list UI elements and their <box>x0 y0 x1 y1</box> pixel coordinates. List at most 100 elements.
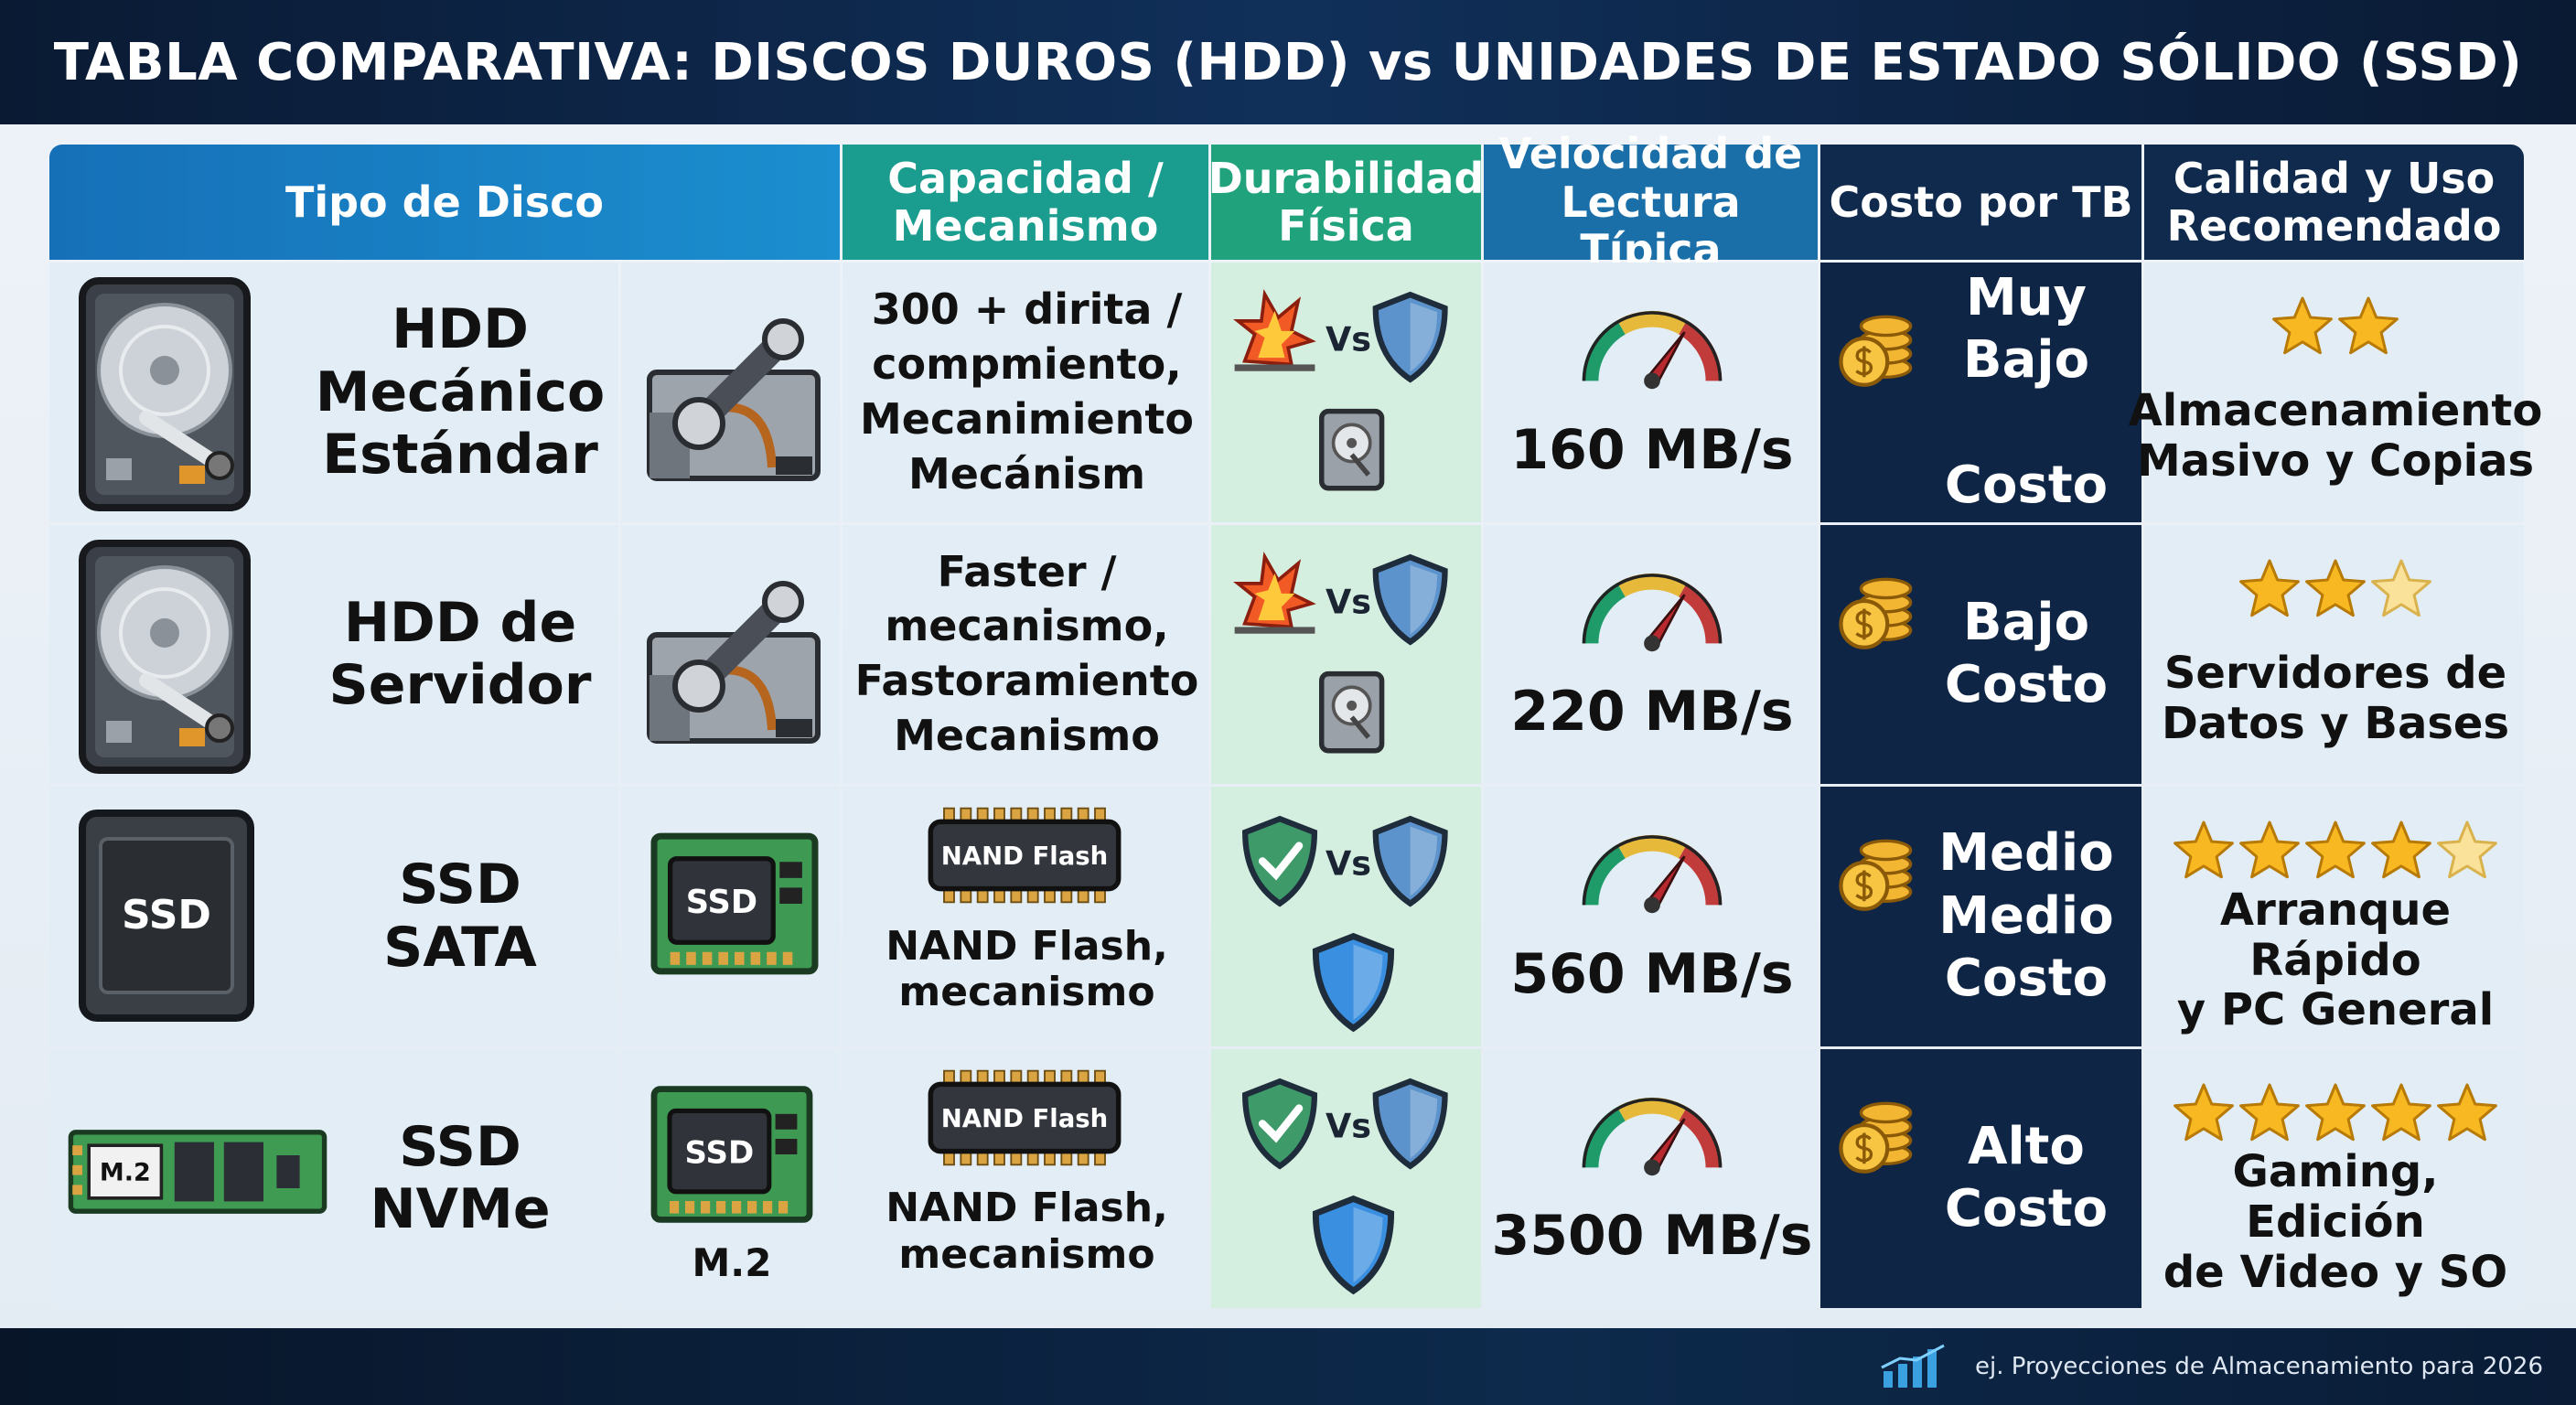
cost: Muy Bajo Costo <box>1912 263 2141 522</box>
icon-part <box>670 1200 680 1214</box>
icon-part <box>1234 364 1315 371</box>
cost-text: Alto Costo <box>1944 1116 2109 1239</box>
table-cell <box>1820 263 2141 522</box>
vs-label: Vs <box>1326 319 1371 359</box>
icon-part <box>732 1200 742 1214</box>
table-cell <box>1820 787 2141 1046</box>
use-text: Arranque Rápido y PC General <box>2176 884 2495 1036</box>
icon-part <box>1644 896 1660 914</box>
chip-label: NAND Flash <box>941 842 1108 871</box>
footer-note: ej. Proyecciones de Almacenamiento para … <box>1974 1353 2543 1380</box>
disk-name-label: HDD Mecánico Estándar <box>315 297 606 487</box>
table-cell <box>843 524 1208 784</box>
icon-part <box>1242 1078 1318 1169</box>
icon-part <box>1582 1106 1626 1168</box>
icon-part <box>1312 932 1395 1033</box>
icon-part <box>1582 311 1723 381</box>
use-text: Almacenamiento Masivo y Copias <box>2128 385 2543 487</box>
module-label: SSD <box>685 1134 755 1171</box>
coins-icon <box>1839 577 1913 649</box>
icon-part <box>716 1200 726 1214</box>
icon-part <box>778 1200 789 1214</box>
disk-name-label: HDD de Servidor <box>328 590 592 718</box>
speed-value: 220 MB/s <box>1510 680 1794 745</box>
cost: Bajo Costo <box>1912 525 2141 785</box>
ssd-module-icon: SSD <box>650 1085 813 1223</box>
star <box>2174 820 2234 879</box>
star <box>2305 1083 2366 1141</box>
star <box>2272 296 2333 355</box>
header-label: Durabilidad Física <box>1208 153 1485 251</box>
speed-gauge <box>1582 1097 1723 1175</box>
nand-chip-icon: NAND Flash <box>928 1069 1122 1165</box>
icon-part <box>150 617 179 648</box>
footer: ej. Proyecciones de Almacenamiento para … <box>1880 1328 2543 1405</box>
star <box>2305 820 2366 879</box>
header-label: Costo por TB <box>1829 177 2133 227</box>
durability-icon: Vs <box>1233 288 1448 491</box>
icon-part <box>1616 573 1688 597</box>
page-title: TABLA COMPARATIVA: DISCOS DUROS (HDD) vs… <box>53 32 2523 92</box>
icon-part <box>1254 573 1295 620</box>
table-cell <box>1484 787 1818 1046</box>
icon-part <box>1410 826 1438 896</box>
icon-part <box>87 1142 164 1200</box>
icon-part <box>1372 291 1448 383</box>
rating-stars <box>2239 559 2431 617</box>
speed-gauge <box>1582 834 1723 914</box>
icon-part <box>1855 346 1873 378</box>
table-cell <box>2144 263 2524 522</box>
icon-part <box>1582 835 1723 906</box>
icon-part <box>1258 842 1304 881</box>
m2-icon: M.2 <box>68 1129 327 1214</box>
icon-part <box>672 659 725 713</box>
coins-icon <box>1839 315 1913 387</box>
icon-part <box>1372 815 1448 907</box>
icon-line <box>1881 1344 1945 1369</box>
speed-value: 3500 MB/s <box>1491 1204 1813 1269</box>
icon-part <box>1234 626 1315 634</box>
icon-part <box>1859 839 1913 862</box>
header-cell: Capacidad / Mecanismo <box>843 145 1208 260</box>
rating-stars <box>2174 1083 2497 1141</box>
vs-label: Vs <box>1326 582 1371 621</box>
icon-part <box>1353 1207 1383 1282</box>
icon-part <box>205 713 234 743</box>
capacity: NAND Flash, mecanismo <box>843 1173 1211 1292</box>
rating-stars <box>2174 820 2497 879</box>
star <box>2371 1083 2431 1141</box>
speed-value: 160 MB/s <box>1510 417 1794 482</box>
icon-part <box>1347 437 1358 448</box>
nand-chip-icon: NAND Flash <box>928 807 1122 904</box>
star <box>2239 559 2300 617</box>
icon-part <box>1855 1132 1873 1164</box>
icon-part <box>1678 320 1723 381</box>
disk-label: M.2 <box>100 1158 151 1186</box>
speed: 560 MB/s <box>1484 924 1820 1024</box>
icon-part <box>1582 320 1626 381</box>
icon-part <box>1372 553 1448 645</box>
icon-part <box>174 1142 214 1201</box>
icon-part <box>205 451 234 480</box>
table-cell <box>1484 263 1818 522</box>
capacity: 300 + dirita / compmiento, Mecanimiento … <box>843 263 1211 522</box>
cost: Medio Medio Costo <box>1912 787 2141 1046</box>
use: Arranque Rápido y PC General <box>2144 884 2527 1036</box>
capacity-text: 300 + dirita / compmiento, Mecanimiento … <box>859 284 1195 499</box>
icon-part <box>1242 815 1318 907</box>
capacity: Faster / mecanismo, Fastoramiento Mecani… <box>843 525 1211 785</box>
disk-name: SSD SATA <box>302 787 618 1046</box>
icon-part <box>1410 564 1438 634</box>
speed: 3500 MB/s <box>1484 1186 1820 1287</box>
icon-part <box>1372 1078 1448 1169</box>
icon-part <box>670 951 681 965</box>
icon-part <box>1644 1158 1660 1175</box>
icon-part <box>1678 1106 1723 1168</box>
use-text: Gaming, Edición de Video y SO <box>2163 1146 2508 1298</box>
icon-part <box>1582 582 1626 644</box>
star <box>2174 1083 2234 1141</box>
icon-part <box>1312 1195 1395 1294</box>
capacity-text: Faster / mecanismo, Fastoramiento Mecani… <box>854 546 1199 761</box>
module-label: SSD <box>686 884 757 921</box>
